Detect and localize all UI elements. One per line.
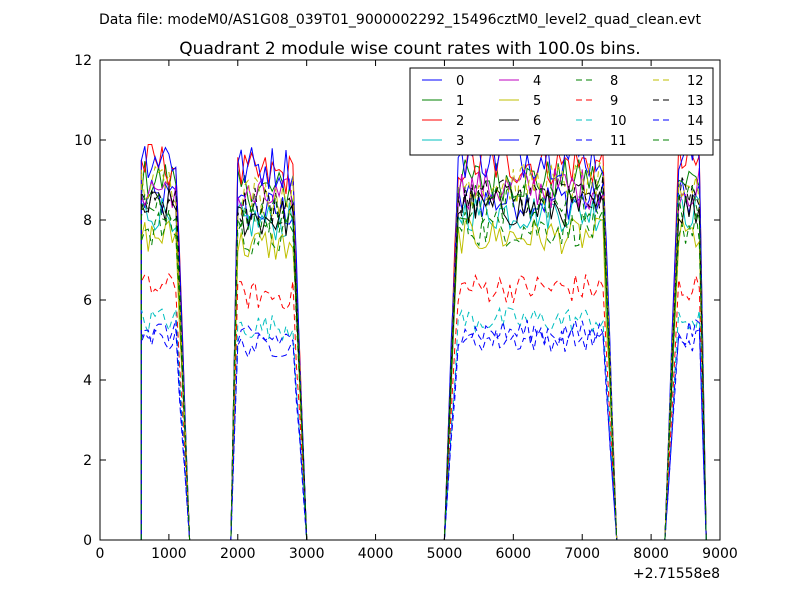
- series-line-6: [140, 188, 708, 541]
- legend-label-6: 6: [533, 114, 541, 129]
- series-line-15: [140, 182, 708, 541]
- series-line-1: [140, 159, 708, 541]
- legend-label-11: 11: [610, 134, 627, 149]
- legend-label-4: 4: [533, 74, 541, 89]
- legend-box: [409, 67, 714, 156]
- axis-ticks: 0 1000 2000 3000 4000 5000 6000 7000 8000 9000 0 2 4…: [74, 53, 738, 562]
- x-tick-label: 2000: [220, 546, 256, 562]
- x-tick-label: 0: [96, 546, 105, 562]
- series-line-8: [140, 207, 708, 541]
- series-line-2: [140, 142, 708, 541]
- y-tick-label: 0: [83, 533, 92, 549]
- y-tick-label: 8: [83, 213, 92, 229]
- x-tick-label: 8000: [633, 546, 669, 562]
- legend-label-2: 2: [456, 114, 464, 129]
- series-line-11: [140, 327, 708, 541]
- legend-label-15: 15: [687, 134, 704, 149]
- legend-label-5: 5: [533, 94, 541, 109]
- series-line-3: [140, 193, 708, 541]
- legend-label-0: 0: [456, 74, 464, 89]
- y-tick-label: 4: [83, 373, 92, 389]
- legend-label-10: 10: [610, 114, 627, 129]
- x-tick-label: 7000: [564, 546, 600, 562]
- x-tick-label: 6000: [496, 546, 532, 562]
- x-tick-label: 3000: [289, 546, 325, 562]
- legend-label-8: 8: [610, 74, 618, 89]
- series-line-13: [140, 175, 708, 541]
- legend-label-14: 14: [687, 114, 704, 129]
- series-line-10: [140, 306, 708, 541]
- chart-title: Quadrant 2 module wise count rates with …: [179, 39, 640, 59]
- y-tick-label: 6: [83, 293, 92, 309]
- x-tick-label: 9000: [702, 546, 738, 562]
- legend-label-3: 3: [456, 134, 464, 149]
- plot-lines: [140, 135, 708, 541]
- x-tick-label: 4000: [358, 546, 394, 562]
- legend-label-13: 13: [687, 94, 704, 109]
- legend-label-12: 12: [687, 74, 704, 89]
- series-line-7: [140, 135, 708, 541]
- series-line-5: [140, 216, 708, 541]
- x-tick-label: 5000: [427, 546, 463, 562]
- legend-label-7: 7: [533, 134, 541, 149]
- x-offset-label: +2.71558e8: [633, 566, 720, 582]
- chart-suptitle: Data file: modeM0/AS1G08_039T01_90000022…: [99, 12, 701, 28]
- series-line-12: [140, 161, 708, 541]
- series-line-4: [140, 167, 708, 541]
- series-line-0: [140, 177, 708, 541]
- legend-label-1: 1: [456, 94, 464, 109]
- legend-label-9: 9: [610, 94, 618, 109]
- series-line-9: [140, 272, 708, 541]
- y-tick-label: 2: [83, 453, 92, 469]
- x-tick-label: 1000: [151, 546, 187, 562]
- y-tick-label: 12: [74, 53, 92, 69]
- series-line-14: [140, 318, 708, 541]
- y-tick-label: 10: [74, 133, 92, 149]
